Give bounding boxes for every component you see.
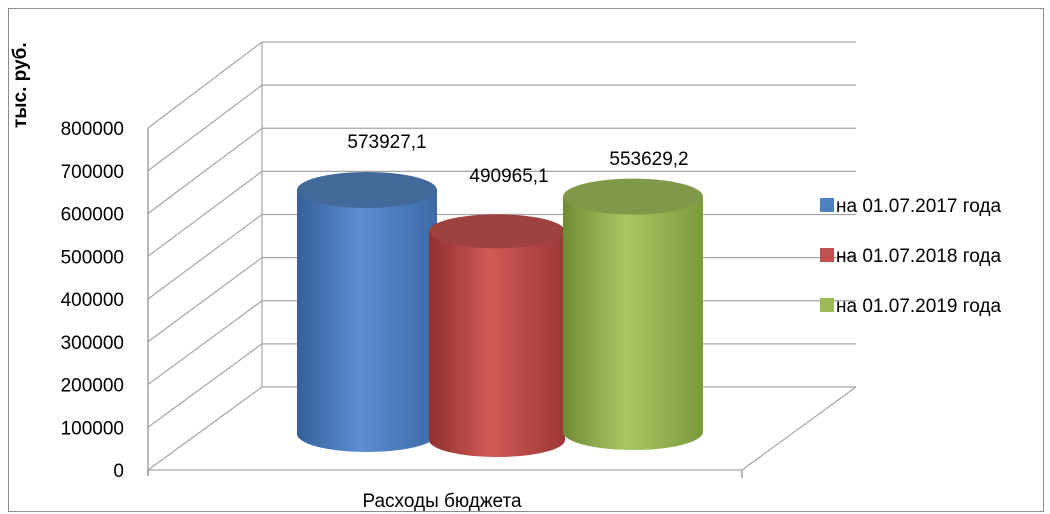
legend-swatch-2	[820, 248, 834, 262]
legend-label-1: на 01.07.2017 года	[836, 196, 1001, 217]
bar-body	[297, 190, 437, 452]
legend: на 01.07.2017 года на 01.07.2018 года на 0…	[820, 196, 1001, 317]
bar-body	[563, 196, 703, 450]
side-gridline	[147, 214, 263, 300]
y-tick-label: 100000	[61, 418, 124, 439]
y-axis-title: тыс. руб.	[10, 42, 31, 128]
side-gridline	[147, 257, 263, 343]
bar-2	[429, 214, 565, 457]
y-tick-label: 300000	[61, 333, 124, 354]
data-label-3: 553629,2	[609, 149, 688, 170]
bar-top	[429, 214, 565, 249]
y-tick-label: 200000	[61, 376, 124, 397]
y-axis-ticks: 0 100000 200000 300000 400000 500000 600000 700…	[61, 119, 124, 482]
data-label-2: 490965,1	[469, 166, 548, 187]
y-tick-label: 600000	[61, 205, 124, 226]
legend-swatch-3	[820, 298, 834, 312]
side-gridline	[147, 127, 263, 214]
data-labels: 573927,1 490965,1 553629,2	[347, 132, 688, 187]
floor-right-edge	[741, 386, 857, 471]
bar-1	[297, 172, 437, 452]
y-tick-label: 700000	[61, 162, 124, 183]
side-gridline	[147, 84, 263, 172]
x-category-label: Расходы бюджета	[362, 491, 522, 512]
side-gridline	[147, 41, 263, 129]
bar-3	[563, 178, 703, 450]
legend-label-2: на 01.07.2018 года	[836, 246, 1001, 267]
legend-swatch-1	[820, 198, 834, 212]
side-gridline	[147, 386, 263, 471]
y-tick-label: 500000	[61, 247, 124, 268]
y-tick-label: 800000	[61, 119, 124, 140]
side-gridline	[147, 343, 263, 428]
side-gridline	[147, 170, 263, 257]
data-label-1: 573927,1	[347, 132, 426, 153]
bar-top	[563, 178, 703, 215]
bar-body	[429, 231, 565, 457]
legend-label-3: на 01.07.2019 года	[836, 296, 1001, 317]
side-gridline	[147, 300, 263, 385]
bars	[297, 172, 703, 457]
y-tick-label: 0	[113, 461, 124, 482]
y-tick-label: 400000	[61, 290, 124, 311]
bar-top	[297, 172, 437, 208]
